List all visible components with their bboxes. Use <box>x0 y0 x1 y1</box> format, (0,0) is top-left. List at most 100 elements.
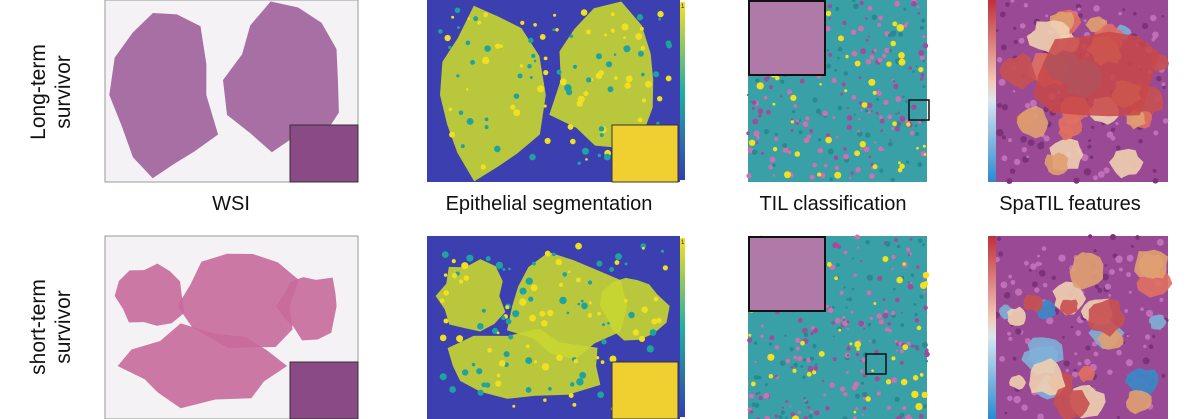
texture-dot <box>438 29 443 34</box>
texture-dot <box>1008 274 1013 279</box>
texture-dot <box>905 100 908 104</box>
cell-cluster <box>1016 105 1049 139</box>
texture-dot <box>869 339 872 342</box>
texture-dot <box>573 359 578 364</box>
texture-dot <box>609 355 617 363</box>
texture-dot <box>826 63 832 69</box>
texture-dot <box>831 320 835 325</box>
texture-dot <box>755 78 760 83</box>
texture-dot <box>662 265 668 271</box>
texture-dot <box>529 76 533 79</box>
texture-dot <box>543 56 548 61</box>
texture-dot <box>802 327 808 334</box>
texture-dot <box>1020 135 1027 143</box>
texture-dot <box>846 354 850 357</box>
texture-dot <box>890 40 896 47</box>
texture-dot <box>922 59 926 63</box>
texture-dot <box>772 174 775 177</box>
texture-dot <box>758 395 763 401</box>
row-label: short-term <box>27 279 50 375</box>
texture-dot <box>909 130 915 136</box>
texture-dot <box>1000 44 1007 51</box>
texture-dot <box>790 94 797 102</box>
texture-dot <box>1045 316 1054 325</box>
texture-dot <box>889 138 892 142</box>
texture-dot <box>803 416 809 419</box>
texture-dot <box>898 52 905 59</box>
cell-cluster <box>1027 337 1064 369</box>
texture-dot <box>541 363 550 371</box>
texture-dot <box>779 95 783 98</box>
texture-dot <box>827 307 834 313</box>
texture-dot <box>837 46 843 52</box>
texture-dot <box>897 120 900 123</box>
texture-dot <box>649 329 657 336</box>
texture-dot <box>886 61 892 67</box>
inset <box>748 236 826 312</box>
texture-dot <box>1021 146 1028 153</box>
texture-dot <box>915 65 918 68</box>
texture-dot <box>861 357 866 363</box>
texture-dot <box>598 126 605 132</box>
texture-dot <box>854 341 862 348</box>
texture-dot <box>1093 5 1100 12</box>
texture-dot <box>751 402 756 407</box>
texture-dot <box>656 317 662 324</box>
texture-dot <box>828 52 833 57</box>
texture-dot <box>1133 11 1137 16</box>
texture-dot <box>487 347 493 353</box>
texture-dot <box>1106 131 1114 139</box>
texture-dot <box>924 348 929 353</box>
texture-dot <box>568 270 571 273</box>
texture-dot <box>476 368 483 375</box>
texture-dot <box>859 369 864 373</box>
cell-cluster <box>1087 298 1126 337</box>
texture-dot <box>533 360 538 364</box>
texture-dot <box>906 247 911 252</box>
texture-dot <box>922 271 930 279</box>
texture-dot <box>895 96 902 102</box>
texture-dot <box>552 28 556 32</box>
texture-dot <box>645 80 652 88</box>
texture-dot <box>921 391 928 399</box>
texture-dot <box>1015 328 1022 335</box>
texture-dot <box>913 303 917 307</box>
cell-cluster <box>1023 294 1043 313</box>
inset <box>289 124 359 183</box>
texture-dot <box>868 78 876 86</box>
texture-dot <box>1073 368 1077 373</box>
texture-dot <box>586 77 592 83</box>
texture-dot <box>623 298 628 303</box>
texture-dot <box>768 342 773 346</box>
texture-dot <box>795 337 801 343</box>
texture-dot <box>892 378 895 381</box>
texture-dot <box>581 147 589 155</box>
texture-dot <box>1012 90 1016 93</box>
texture-dot <box>1063 360 1070 367</box>
cell-cluster <box>1069 252 1104 290</box>
texture-dot <box>793 362 799 368</box>
texture-dot <box>1115 145 1121 151</box>
texture-dot <box>753 341 758 345</box>
texture-dot <box>510 104 516 110</box>
texture-dot <box>1043 135 1050 142</box>
texture-dot <box>758 113 762 118</box>
texture-dot <box>1159 297 1164 302</box>
texture-dot <box>853 416 857 419</box>
texture-dot <box>798 119 802 122</box>
texture-dot <box>871 14 878 20</box>
tissue <box>223 1 339 153</box>
tissue <box>114 263 185 326</box>
texture-dot <box>749 100 752 103</box>
texture-dot <box>1013 158 1021 166</box>
texture-dot <box>1126 334 1129 338</box>
texture-dot <box>914 312 918 317</box>
texture-dot <box>790 128 794 133</box>
texture-dot <box>855 352 860 357</box>
texture-dot <box>1008 138 1013 143</box>
texture-dot <box>569 382 575 387</box>
texture-dot <box>859 359 862 362</box>
texture-dot <box>842 318 845 322</box>
texture-dot <box>637 117 643 123</box>
texture-dot <box>466 117 474 125</box>
